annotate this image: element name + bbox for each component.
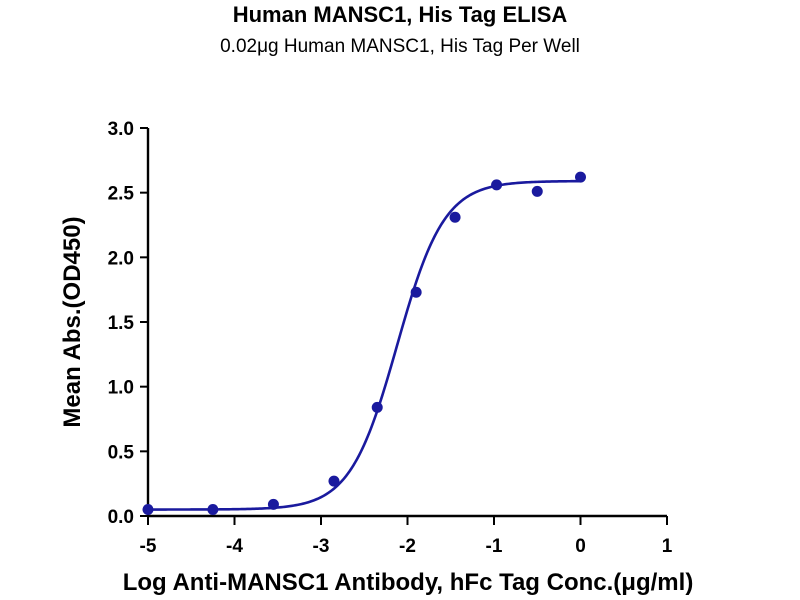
x-tick-label: 1: [662, 536, 673, 557]
x-tick-label: 0: [575, 536, 586, 557]
fit-curve: [147, 179, 581, 511]
data-point: [207, 504, 219, 516]
y-tick-label: 2.0: [108, 248, 134, 269]
y-tick-label: 0.5: [108, 442, 135, 463]
ticks: 0.0 0.5 1.0 1.5 2.0 2.5 3.0 -5 -4 -3 -2 -1 0 1: [108, 119, 673, 557]
y-tick-label: 0.0: [108, 507, 134, 528]
chart-title: Human MANSC1, His Tag ELISA: [232, 2, 568, 27]
data-point: [142, 504, 154, 516]
data-point: [575, 171, 586, 183]
data-point: [328, 475, 340, 487]
fit-curve-layer: [147, 179, 581, 511]
x-tick-label: -3: [313, 536, 330, 557]
data-point: [491, 179, 503, 191]
axes: [146, 128, 667, 518]
y-tick-label: 1.5: [108, 313, 135, 334]
x-axis-title: Log Anti-MANSC1 Antibody, hFc Tag Conc.(…: [123, 569, 694, 596]
chart-subtitle: 0.02μg Human MANSC1, His Tag Per Well: [220, 36, 580, 57]
y-tick-label: 2.5: [108, 184, 135, 205]
data-point: [531, 185, 543, 197]
x-tick-label: -5: [140, 536, 157, 557]
data-point: [410, 286, 422, 298]
data-point: [449, 211, 461, 223]
x-tick-label: -2: [399, 536, 416, 557]
y-tick-label: 3.0: [108, 119, 134, 140]
data-points: [142, 171, 586, 516]
data-point: [371, 401, 383, 413]
x-tick-label: -1: [486, 536, 503, 557]
x-tick-label: -4: [226, 536, 243, 557]
y-tick-label: 1.0: [108, 378, 134, 399]
y-axis-title: Mean Abs.(OD450): [59, 216, 86, 427]
data-point: [267, 498, 279, 510]
